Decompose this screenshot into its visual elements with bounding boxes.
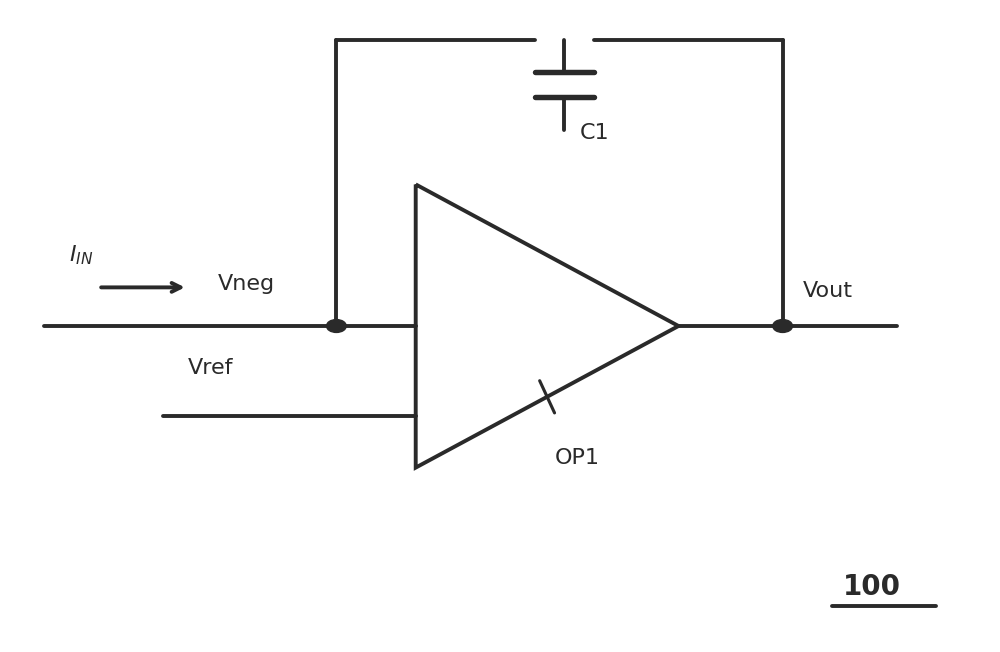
Text: 100: 100 <box>843 572 901 600</box>
Text: C1: C1 <box>579 123 609 143</box>
Circle shape <box>326 319 346 333</box>
Text: Vout: Vout <box>802 280 852 301</box>
Text: Vref: Vref <box>188 358 233 378</box>
Text: Vneg: Vneg <box>217 274 274 294</box>
Circle shape <box>773 319 793 333</box>
Text: OP1: OP1 <box>555 448 600 468</box>
Text: $\mathit{I}_{IN}$: $\mathit{I}_{IN}$ <box>69 243 93 267</box>
